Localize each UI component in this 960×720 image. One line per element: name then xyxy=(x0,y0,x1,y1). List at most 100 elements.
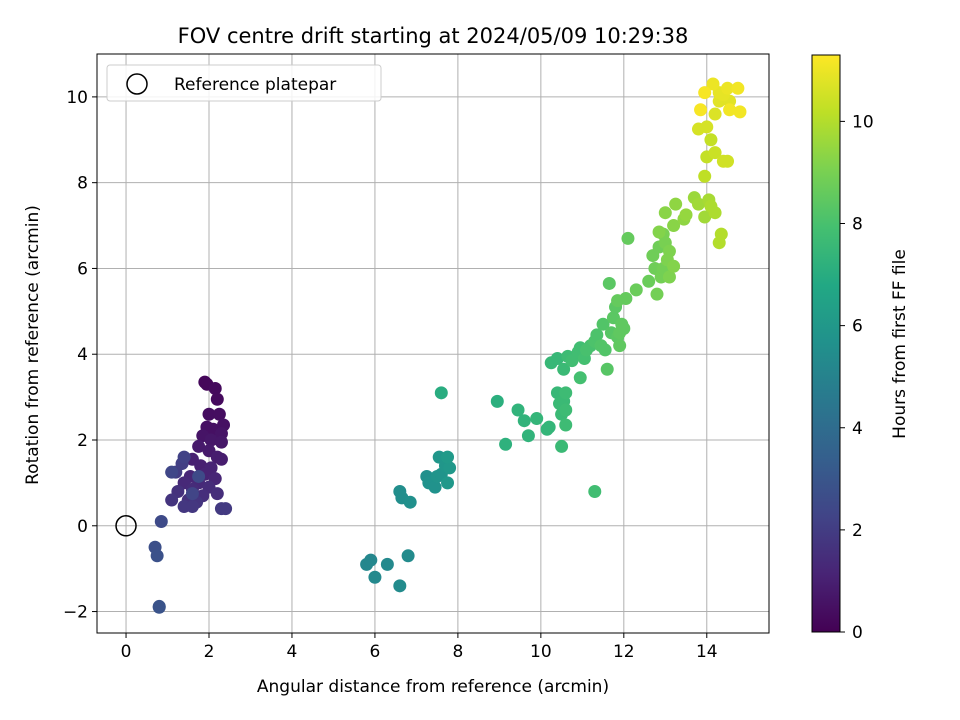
data-point xyxy=(650,287,664,301)
data-point xyxy=(152,599,166,613)
data-point xyxy=(150,549,164,563)
data-point xyxy=(165,493,179,507)
data-point xyxy=(368,570,382,584)
data-point xyxy=(691,197,705,211)
data-point xyxy=(364,553,378,567)
data-point xyxy=(573,371,587,385)
colorbar-tick-label: 6 xyxy=(852,317,863,337)
data-point xyxy=(698,169,712,183)
data-point xyxy=(557,362,571,376)
data-point xyxy=(602,276,616,290)
data-point xyxy=(441,476,455,490)
colorbar-tick-label: 8 xyxy=(852,215,863,235)
data-point xyxy=(652,225,666,239)
data-point xyxy=(499,437,513,451)
data-point xyxy=(559,403,573,417)
colorbar-tick-label: 2 xyxy=(852,521,863,541)
data-point xyxy=(721,81,735,95)
data-point xyxy=(698,86,712,100)
colorbar-tick-label: 0 xyxy=(852,623,863,643)
legend: Reference platepar xyxy=(106,64,382,102)
data-point xyxy=(441,450,455,464)
data-point xyxy=(393,579,407,593)
y-axis-label: Rotation from reference (arcmin) xyxy=(23,205,43,485)
data-point xyxy=(185,487,199,501)
data-point xyxy=(642,274,656,288)
data-point xyxy=(165,465,179,479)
data-point xyxy=(202,407,216,421)
x-tick-label: 0 xyxy=(121,642,132,662)
y-tick-label: 6 xyxy=(77,259,88,279)
y-tick-label: 4 xyxy=(77,345,88,365)
x-axis: 0 2 4 6 8 10 12 14 xyxy=(121,633,718,662)
plot-area xyxy=(96,53,770,634)
data-point xyxy=(704,133,718,147)
data-point xyxy=(600,362,614,376)
reference-point xyxy=(115,515,137,537)
data-point xyxy=(658,206,672,220)
y-tick-label: 8 xyxy=(77,174,88,194)
data-point xyxy=(691,122,705,136)
data-point xyxy=(403,495,417,509)
data-point xyxy=(712,236,726,250)
grid xyxy=(97,54,769,633)
data-point xyxy=(590,328,604,342)
data-point xyxy=(613,339,627,353)
x-tick-label: 12 xyxy=(613,642,635,662)
data-point xyxy=(401,549,415,563)
y-tick-label: 10 xyxy=(66,88,88,108)
data-point xyxy=(192,439,206,453)
chart-title: FOV centre drift starting at 2024/05/09 … xyxy=(178,24,689,48)
data-point xyxy=(490,394,504,408)
x-tick-label: 8 xyxy=(452,642,463,662)
data-point xyxy=(662,270,676,284)
y-tick-label: 0 xyxy=(77,517,88,537)
data-point xyxy=(219,502,233,516)
scatter-points xyxy=(115,77,747,614)
data-point xyxy=(667,259,681,273)
data-point xyxy=(555,439,569,453)
x-tick-label: 14 xyxy=(696,642,718,662)
data-point xyxy=(723,103,737,117)
data-point xyxy=(708,107,722,121)
x-tick-label: 2 xyxy=(204,642,215,662)
data-point xyxy=(530,412,544,426)
colorbar-ticks: 0 2 4 6 8 10 xyxy=(840,112,874,643)
data-point xyxy=(521,429,535,443)
data-point xyxy=(434,386,448,400)
data-point xyxy=(694,103,708,117)
data-point xyxy=(588,484,602,498)
legend-box xyxy=(106,64,382,102)
data-point xyxy=(192,469,206,483)
data-point xyxy=(621,231,635,245)
data-point xyxy=(511,403,525,417)
data-point xyxy=(550,352,564,366)
data-point xyxy=(212,407,226,421)
colorbar-label: Hours from first FF file xyxy=(890,249,910,439)
y-tick-label: −2 xyxy=(63,603,88,623)
data-point xyxy=(617,321,631,335)
data-point xyxy=(208,382,222,396)
data-point xyxy=(662,244,676,258)
x-axis-label: Angular distance from reference (arcmin) xyxy=(257,677,609,697)
data-point xyxy=(706,77,720,91)
data-point xyxy=(679,208,693,222)
legend-marker-reference xyxy=(126,73,148,95)
x-tick-label: 4 xyxy=(287,642,298,662)
data-point xyxy=(210,392,224,406)
x-tick-label: 10 xyxy=(530,642,552,662)
colorbar-tick-label: 4 xyxy=(852,419,863,439)
data-point xyxy=(177,450,191,464)
data-point xyxy=(731,81,745,95)
data-point xyxy=(185,499,199,513)
data-point xyxy=(443,461,457,475)
data-point xyxy=(214,452,228,466)
data-point xyxy=(721,154,735,168)
data-point xyxy=(204,433,218,447)
data-point xyxy=(698,210,712,224)
data-point xyxy=(210,487,224,501)
data-point xyxy=(598,343,612,357)
data-point xyxy=(708,146,722,160)
data-point xyxy=(214,435,228,449)
data-point xyxy=(154,514,168,528)
